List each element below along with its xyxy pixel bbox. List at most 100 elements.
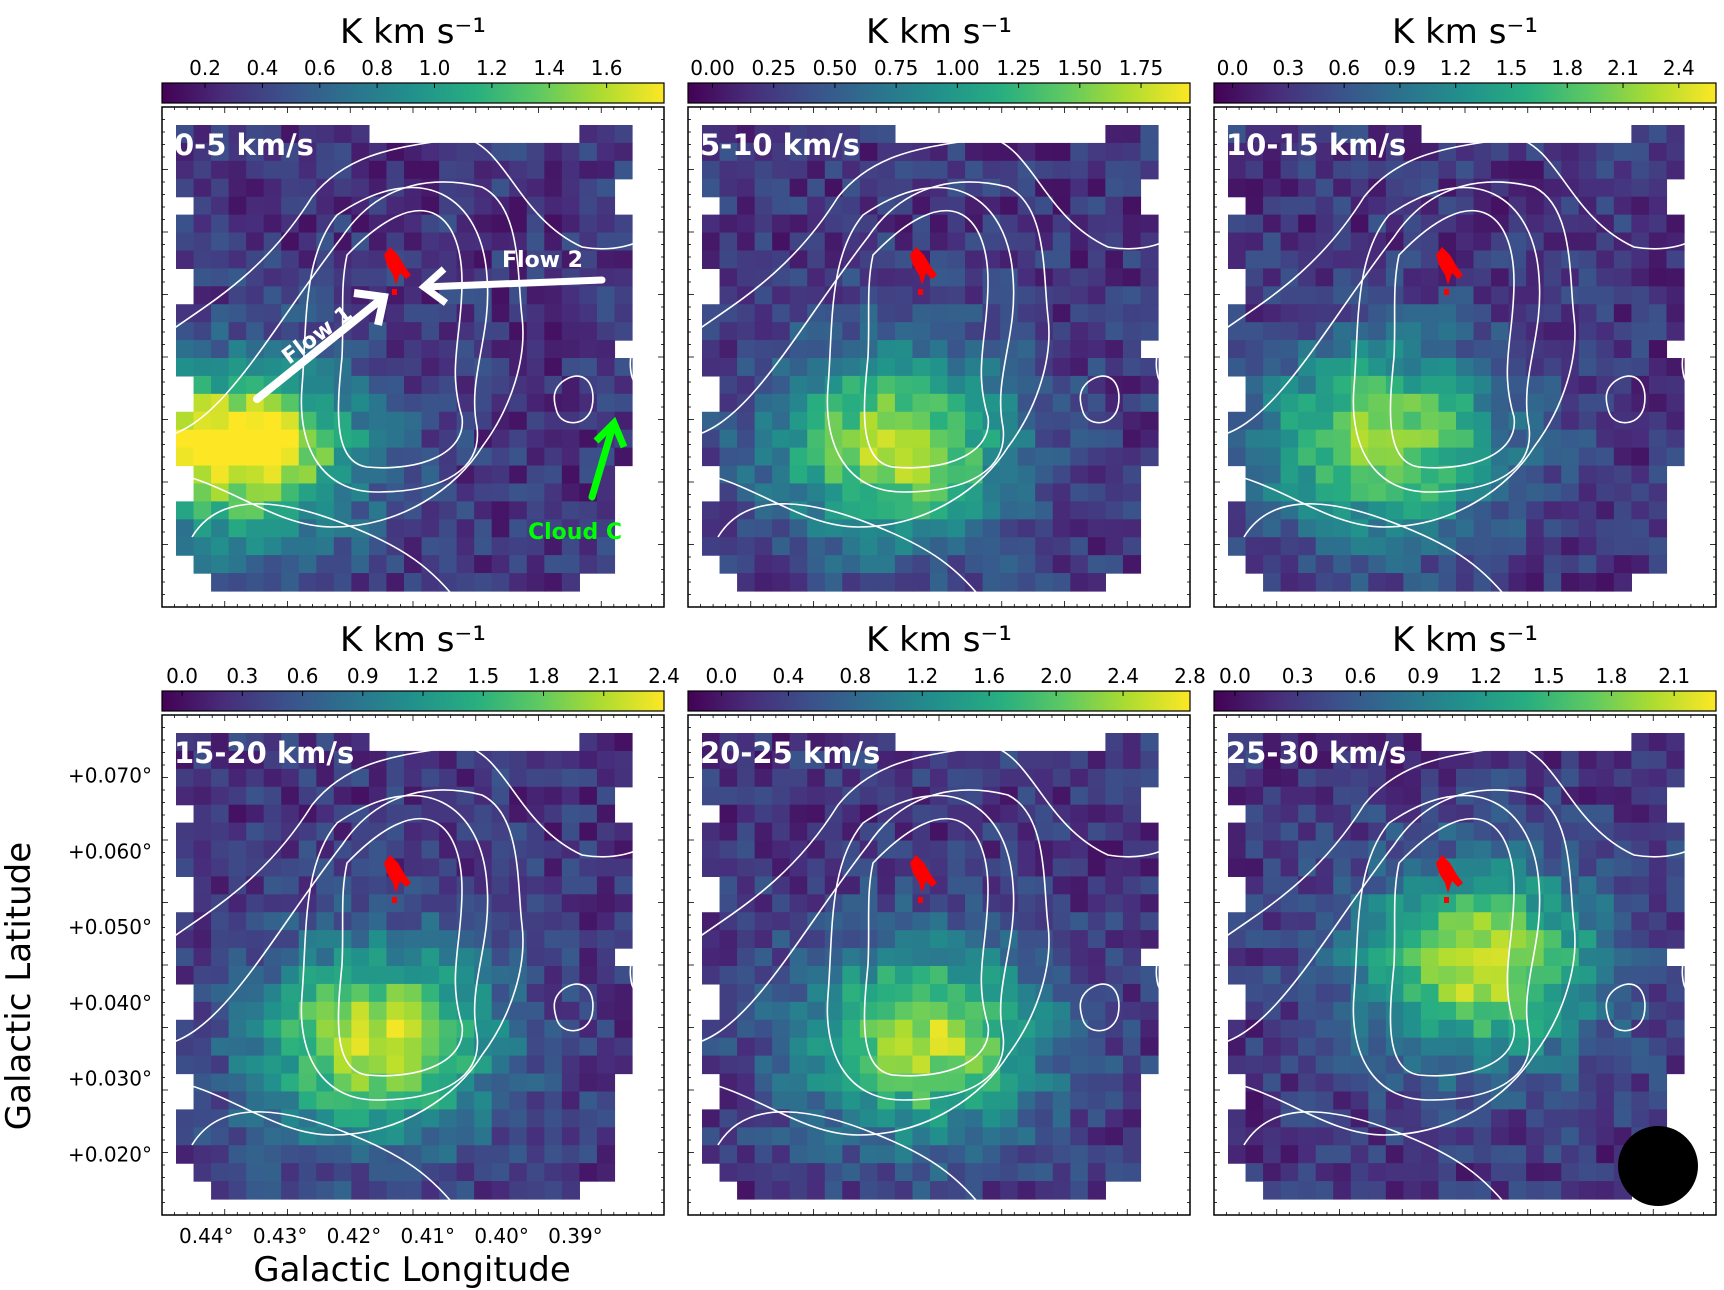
heatmap-cell [421, 858, 440, 877]
heatmap-cell [1245, 1037, 1264, 1057]
heatmap-cell [1666, 768, 1685, 788]
heatmap-cell [1631, 142, 1650, 162]
colorbar-tick-label: 1.4 [533, 56, 565, 80]
heatmap-cell [807, 250, 826, 269]
heatmap-cell [1087, 555, 1106, 574]
heatmap-cell [351, 1091, 370, 1110]
heatmap-cell [386, 555, 405, 574]
heatmap-cell [842, 1055, 861, 1075]
heatmap-cell [1648, 160, 1668, 180]
heatmap-cell [1491, 822, 1510, 842]
heatmap-cell [211, 429, 230, 449]
heatmap-cell [474, 804, 493, 824]
heatmap-cell [1473, 537, 1492, 556]
heatmap-cell [1666, 912, 1685, 931]
heatmap-cell [965, 447, 984, 467]
heatmap-cell [1000, 304, 1019, 323]
heatmap-cell [1000, 1109, 1019, 1128]
heatmap-cell [333, 178, 352, 198]
heatmap-cell [1420, 286, 1440, 305]
heatmap-cell [1298, 768, 1317, 788]
heatmap-cell [842, 519, 861, 538]
heatmap-cell [456, 358, 475, 377]
heatmap-cell [824, 340, 843, 359]
heatmap-cell [491, 948, 510, 967]
heatmap-cell [544, 340, 563, 359]
heatmap-cell [1000, 322, 1019, 341]
heatmap-cell [561, 1091, 580, 1110]
heatmap-cell [368, 786, 388, 806]
heatmap-cell [982, 447, 1001, 467]
heatmap-cell [1473, 1163, 1492, 1182]
heatmap-cell [561, 1163, 580, 1182]
heatmap-cell [1017, 340, 1036, 359]
heatmap-cell [1070, 1181, 1089, 1200]
heatmap-cell [1350, 1037, 1369, 1057]
heatmap-cell [1438, 519, 1457, 538]
heatmap-cell [1648, 196, 1668, 216]
heatmap-cell [1070, 555, 1089, 574]
heatmap-cell [1087, 375, 1106, 395]
heatmap-cell [421, 142, 440, 162]
heatmap-cell [1596, 858, 1615, 877]
heatmap-cell [754, 1055, 773, 1075]
heatmap-cell [1596, 519, 1615, 538]
heatmap-cell [491, 876, 510, 895]
heatmap-cell [526, 876, 545, 895]
heatmap-cell [1245, 876, 1264, 895]
heatmap-cell [246, 1091, 265, 1110]
heatmap-cell [877, 393, 896, 413]
heatmap-cell [754, 232, 773, 252]
heatmap-cell [1543, 465, 1562, 485]
red-source-marker [384, 247, 411, 295]
heatmap-cell [702, 501, 721, 520]
heatmap-cell [1456, 429, 1475, 449]
heatmap-cell [737, 519, 756, 538]
heatmap-cell [316, 804, 335, 824]
heatmap-cell [1087, 393, 1106, 413]
heatmap-cell [193, 358, 212, 377]
heatmap-cell [1350, 304, 1369, 323]
heatmap-cell [579, 804, 598, 824]
heatmap-cell [368, 768, 388, 788]
heatmap-cell [1017, 358, 1036, 377]
heatmap-cell [509, 519, 528, 538]
heatmap-cell [246, 375, 265, 395]
heatmap-cell [1368, 966, 1387, 985]
heatmap-cell [281, 768, 300, 788]
heatmap-cell [439, 393, 458, 413]
heatmap-cell [1140, 429, 1159, 449]
heatmap-cell [1456, 1001, 1475, 1021]
heatmap-cell [1473, 142, 1492, 162]
heatmap-cell [965, 429, 984, 449]
heatmap-cell [228, 733, 247, 752]
heatmap-cell [544, 1109, 563, 1128]
heatmap-cell [176, 858, 195, 877]
heatmap-cell [1298, 447, 1317, 467]
heatmap-cell [404, 1055, 423, 1075]
heatmap-cell [526, 786, 545, 806]
heatmap-cell [1350, 429, 1369, 449]
heatmap-cell [789, 1037, 808, 1057]
heatmap-cell [1228, 250, 1247, 269]
heatmap [1228, 733, 1685, 1200]
heatmap-cell [1578, 322, 1597, 341]
heatmap-cell [1666, 142, 1685, 162]
heatmap-cell [246, 948, 265, 967]
heatmap-cell [1105, 1091, 1124, 1110]
heatmap-cell [737, 465, 756, 485]
heatmap-cell [965, 983, 984, 1003]
heatmap-cell [1298, 501, 1317, 520]
heatmap-cell [1280, 483, 1299, 502]
heatmap-cell [1333, 142, 1352, 162]
contours [1214, 136, 1716, 607]
heatmap-cell [1385, 393, 1404, 413]
heatmap-cell [1491, 1145, 1510, 1164]
heatmap-cell [1280, 948, 1299, 967]
heatmap-cell [456, 1019, 475, 1039]
heatmap-cell [474, 1181, 493, 1200]
heatmap-cell [1105, 948, 1124, 967]
heatmap-cell [1105, 322, 1124, 341]
heatmap-cell [1087, 1019, 1106, 1039]
heatmap-cell [509, 160, 528, 180]
